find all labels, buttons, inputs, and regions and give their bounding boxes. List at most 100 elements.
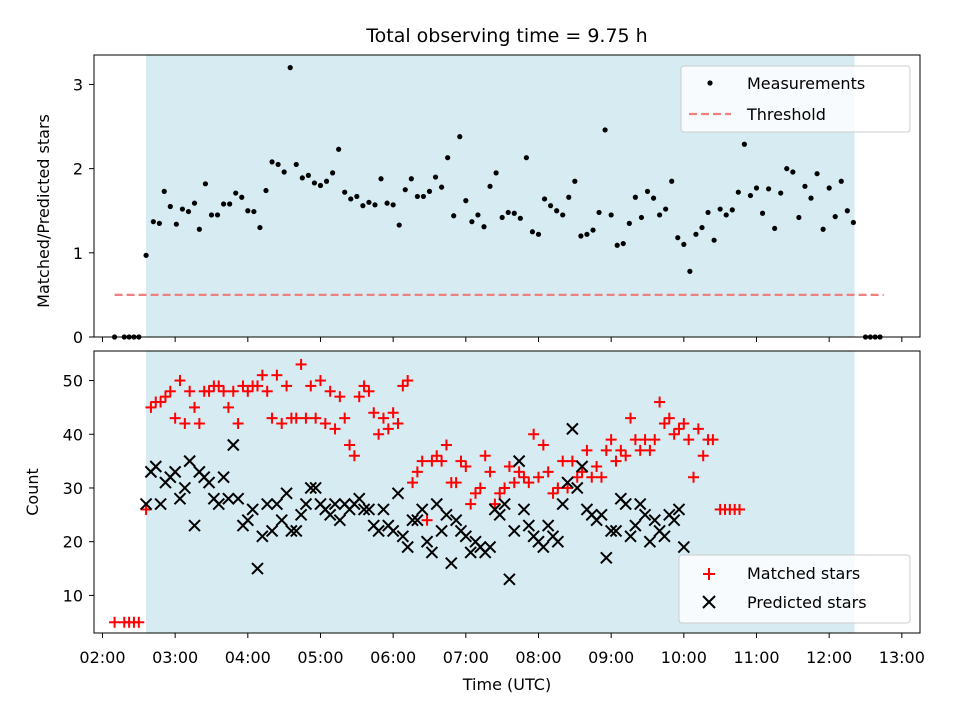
measurement-point: [832, 214, 838, 220]
matched-star-marker: [581, 444, 593, 456]
marker-stroke: [139, 497, 153, 511]
matched-star-marker: [407, 477, 419, 489]
marker-stroke: [449, 513, 463, 527]
matched-star-marker: [436, 455, 448, 467]
x-tick-label: 08:00: [515, 648, 561, 667]
matched-star-marker: [576, 466, 588, 478]
x-tick-label: 03:00: [152, 648, 198, 667]
predicted-star-marker: [416, 503, 429, 516]
measurement-point: [269, 159, 275, 165]
predicted-star-marker: [522, 519, 536, 532]
predicted-star-marker: [512, 454, 526, 468]
measurement-point: [469, 219, 475, 225]
predicted-star-marker: [299, 497, 313, 511]
marker-stroke: [537, 540, 550, 554]
predicted-star-marker: [265, 524, 279, 538]
matched-star-marker: [629, 434, 641, 446]
matched-star-marker: [470, 487, 482, 499]
matched-star-marker: [513, 466, 525, 478]
x-tick-label: 07:00: [443, 648, 489, 667]
marker-stroke: [498, 497, 511, 511]
matched-star-marker: [164, 385, 176, 397]
matched-star-marker: [281, 380, 293, 392]
marker-stroke: [372, 524, 385, 538]
marker-stroke: [571, 481, 584, 495]
matched-star-marker: [484, 466, 496, 478]
measurement-point: [354, 193, 360, 200]
measurement-point: [723, 212, 729, 218]
measurement-point: [548, 203, 554, 209]
matched-star-marker: [290, 412, 302, 424]
matched-star-marker: [692, 423, 704, 435]
predicted-star-marker: [149, 460, 162, 473]
predicted-star-marker: [280, 487, 293, 500]
predicted-star-marker: [309, 481, 322, 495]
marker-stroke: [270, 497, 284, 511]
matched-star-marker: [232, 418, 244, 430]
predicted-star-marker: [222, 492, 235, 505]
matched-star-marker: [600, 444, 612, 456]
measurement-point: [541, 196, 548, 202]
marker-stroke: [386, 524, 400, 538]
marker-stroke: [309, 481, 322, 495]
x-tick-label: 12:00: [806, 648, 852, 667]
predicted-star-marker: [541, 519, 555, 532]
predicted-star-marker: [154, 497, 167, 511]
plot-frame: [93, 54, 921, 338]
measurement-point: [396, 222, 402, 228]
matched-star-marker: [218, 385, 230, 397]
y-tick-label: 0: [73, 328, 83, 347]
measurement-point: [820, 226, 826, 232]
measurement-point: [360, 203, 366, 209]
matched-star-marker: [339, 412, 351, 424]
predicted-star-marker: [353, 492, 366, 505]
predicted-star-marker: [256, 530, 269, 543]
measurement-point: [523, 155, 529, 161]
marker-stroke: [517, 503, 531, 516]
matched-star-marker: [373, 428, 385, 440]
measurement-point: [808, 195, 814, 201]
measurement-point: [384, 200, 390, 206]
matched-star-marker: [552, 482, 564, 494]
predicted-star-marker: [604, 524, 618, 538]
measurement-point: [717, 206, 723, 212]
measurement-point: [414, 193, 420, 200]
matched-star-marker: [455, 455, 467, 467]
predicted-star-marker: [667, 513, 681, 527]
x-tick-label: 04:00: [225, 648, 271, 667]
marker-stroke: [149, 460, 162, 473]
predicted-star-marker: [323, 508, 337, 522]
matched-star-marker: [426, 455, 438, 467]
predicted-star-marker: [246, 503, 259, 516]
matched-star-marker: [673, 423, 685, 435]
measurement-point: [336, 146, 342, 152]
measurement-point: [778, 190, 784, 196]
measurement-point: [699, 224, 705, 231]
matched-star-marker: [649, 434, 661, 446]
marker-stroke: [294, 508, 308, 522]
predicted-star-marker: [430, 497, 443, 511]
predicted-star-marker: [372, 524, 385, 538]
matched-star-marker: [329, 423, 341, 435]
measurement-point: [487, 183, 493, 189]
matched-star-marker: [644, 444, 656, 456]
measurement-point: [838, 178, 844, 184]
predicted-star-marker: [551, 535, 565, 548]
measurement-point: [451, 213, 457, 219]
chart-title: Total observing time = 9.75 h: [365, 25, 647, 47]
predicted-star-marker: [425, 546, 439, 559]
predicted-star-marker: [609, 524, 623, 538]
measurement-point: [614, 242, 620, 248]
measurement-point: [220, 201, 227, 207]
matched-star-marker: [591, 460, 603, 472]
measurement-point: [814, 171, 820, 177]
matched-star-marker: [256, 369, 268, 381]
measurement-point: [299, 175, 305, 181]
measurement-point: [584, 231, 590, 237]
y-tick-label: 2: [73, 160, 83, 179]
measurement-point: [275, 161, 281, 168]
marker-stroke: [624, 530, 637, 543]
measurement-point: [311, 180, 318, 186]
matched-star-marker: [523, 477, 535, 489]
marker-stroke: [231, 492, 245, 505]
